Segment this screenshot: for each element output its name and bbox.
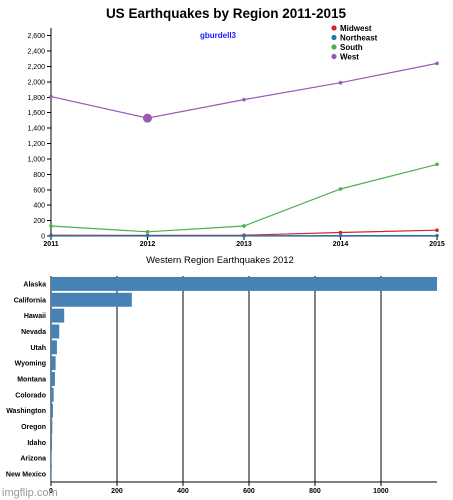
series-point-south	[49, 224, 53, 228]
bar-montana	[51, 372, 55, 386]
bar-label-utah: Utah	[30, 345, 46, 352]
bar-bars-group	[51, 276, 437, 482]
series-point-west	[338, 80, 343, 85]
bar-chart-title: Western Region Earthquakes 2012	[146, 255, 294, 266]
bar-x-tick-label: 400	[177, 488, 189, 495]
bar-label-colorado: Colorado	[15, 392, 46, 399]
line-x-tick-label: 2011	[43, 241, 58, 248]
line-series-group	[49, 61, 439, 238]
watermark-logo: imgflip.com	[2, 487, 58, 499]
series-point-northeast	[145, 234, 150, 238]
bar-category-labels: Alaska California Hawaii Nevada Utah Wyoming M…	[6, 281, 46, 478]
bar-label-washington: Washington	[6, 408, 46, 415]
line-x-axis: 2011 2012 2013 2014 2015	[43, 235, 445, 248]
bar-x-tick-label: 200	[111, 488, 123, 495]
legend-marker-northeast	[331, 34, 337, 41]
line-chart: US Earthquakes by Region 2011-2015 gburd…	[27, 6, 444, 248]
bar-label-california: California	[14, 297, 46, 304]
line-y-tick-label: 1,200	[27, 141, 45, 148]
series-point-south	[145, 229, 150, 234]
line-y-tick-label: 2,200	[27, 64, 45, 71]
bar-x-tick-label: 800	[309, 488, 321, 495]
series-point-northeast	[435, 233, 439, 238]
bar-label-arizona: Arizona	[20, 456, 46, 463]
bar-label-idaho: Idaho	[27, 440, 46, 447]
bar-california	[51, 292, 132, 307]
line-y-tick-label: 2,000	[27, 79, 45, 86]
bar-x-tick-label: 1000	[373, 488, 389, 495]
bar-label-montana: Montana	[17, 377, 46, 384]
line-y-tick-label: 1,000	[27, 156, 45, 163]
line-y-tick-label: 400	[33, 203, 45, 210]
bar-idaho	[51, 435, 52, 450]
line-chart-annotation: gburdell3	[200, 31, 237, 40]
series-point-west	[242, 97, 246, 102]
bar-chart: Western Region Earthquakes 2012 Alaska Ca…	[6, 255, 437, 495]
line-x-tick-label: 2014	[333, 241, 349, 248]
bar-label-wyoming: Wyoming	[15, 361, 46, 368]
bar-x-axis: 0 200 400 600 800 1000	[49, 481, 437, 495]
legend-label-west: West	[340, 53, 359, 62]
line-chart-title: US Earthquakes by Region 2011-2015	[106, 6, 347, 21]
bar-colorado	[51, 387, 54, 402]
line-y-tick-label: 800	[33, 172, 45, 179]
bar-label-nevada: Nevada	[21, 329, 46, 336]
line-y-tick-label: 2,400	[27, 49, 45, 56]
series-point-midwest	[338, 230, 343, 235]
line-y-tick-label: 200	[33, 218, 45, 225]
bar-label-oregon: Oregon	[21, 424, 46, 431]
line-x-tick-label: 2013	[236, 241, 252, 248]
bar-washington	[51, 403, 53, 418]
series-point-midwest	[435, 228, 439, 233]
bar-alaska	[51, 276, 437, 291]
bar-new-mexico	[51, 467, 52, 482]
bar-label-alaska: Alaska	[23, 281, 46, 288]
line-y-axis: 0 200 400 600 800 1,000 1,200 1,400 1,600 1,800 2,…	[27, 28, 52, 241]
line-y-tick-label: 0	[41, 234, 45, 241]
legend-marker-midwest	[331, 25, 337, 31]
line-x-tick-label: 2015	[429, 241, 445, 248]
legend-label-northeast: Northeast	[340, 34, 378, 43]
series-point-west	[435, 61, 439, 66]
bar-x-tick-label: 600	[243, 488, 255, 495]
legend-marker-west	[331, 53, 337, 60]
series-point-northeast	[242, 233, 246, 238]
line-y-tick-label: 2,600	[27, 33, 45, 40]
bar-nevada	[51, 324, 60, 339]
series-point-west	[143, 113, 152, 123]
line-x-tick-label: 2012	[140, 241, 156, 248]
series-line-west	[50, 62, 438, 119]
series-point-south	[338, 187, 343, 191]
legend-marker-south	[331, 44, 337, 50]
bar-wyoming	[51, 356, 56, 371]
bar-hawaii	[51, 308, 65, 323]
series-point-west	[49, 94, 53, 99]
legend-label-south: South	[340, 43, 363, 52]
bar-grid	[50, 276, 382, 482]
bar-x-tick-label: 0	[49, 488, 53, 495]
line-y-tick-label: 1,400	[27, 126, 45, 133]
line-y-tick-label: 1,800	[27, 95, 45, 102]
series-line-south	[50, 163, 438, 233]
legend-label-midwest: Midwest	[340, 24, 372, 33]
bar-label-new-mexico: New Mexico	[6, 472, 46, 479]
bar-arizona	[51, 451, 52, 466]
series-point-south	[435, 162, 439, 167]
series-point-northeast	[338, 233, 343, 238]
bar-label-hawaii: Hawaii	[24, 313, 46, 320]
series-point-south	[242, 224, 246, 228]
line-y-tick-label: 600	[33, 187, 45, 194]
series-point-northeast	[49, 233, 53, 238]
bar-oregon	[51, 419, 53, 434]
line-y-tick-label: 1,600	[27, 110, 45, 117]
bar-utah	[51, 340, 57, 355]
